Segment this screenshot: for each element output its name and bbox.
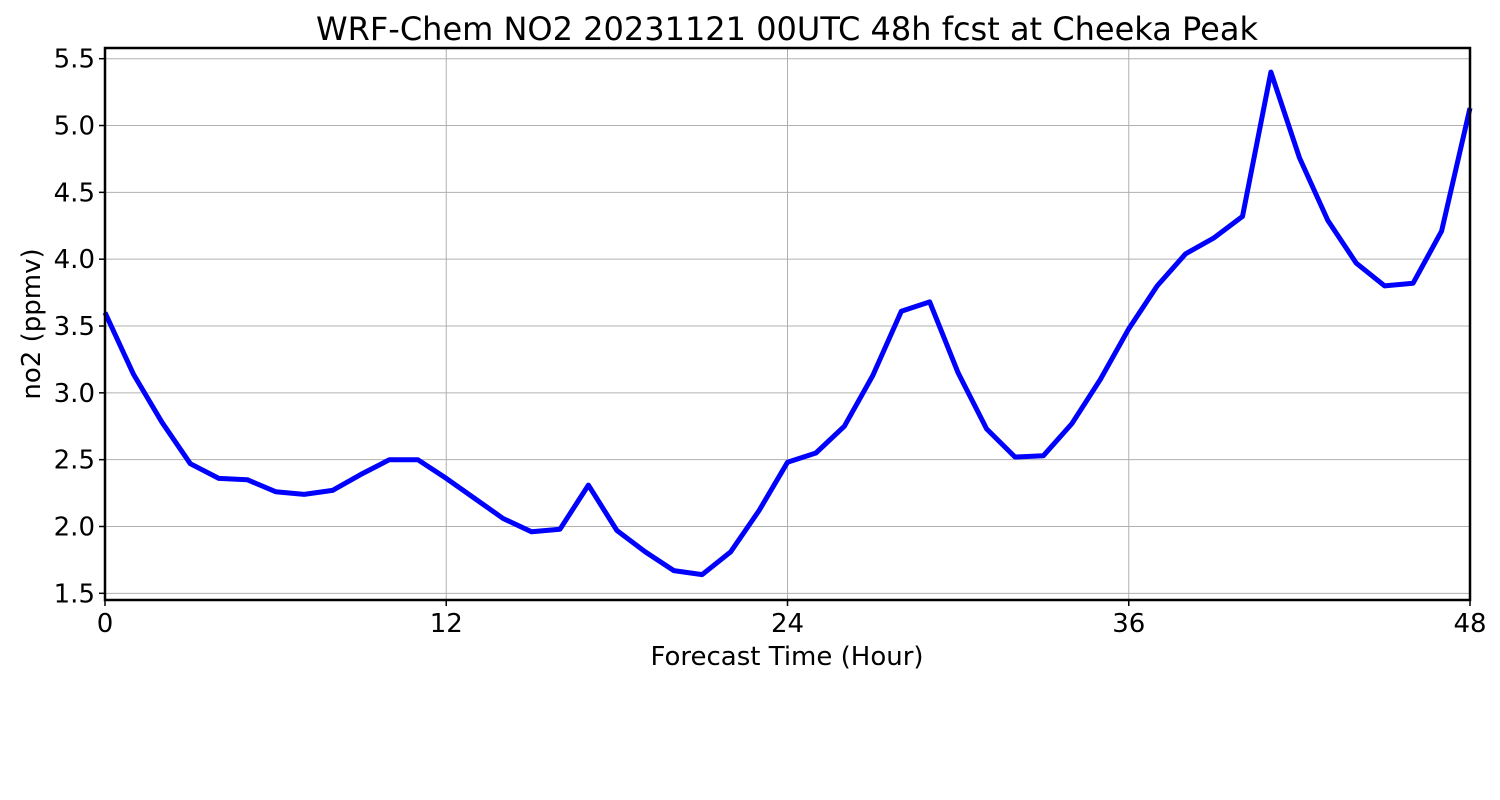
- y-tick-label: 5.5: [54, 45, 95, 75]
- no2-series-line: [102, 69, 1473, 578]
- y-tick-label: 1.5: [54, 579, 95, 609]
- x-tick-label: 48: [1453, 609, 1486, 639]
- y-tick-label: 4.0: [54, 245, 95, 275]
- x-tick-label: 24: [771, 609, 804, 639]
- x-axis-label: Forecast Time (Hour): [650, 642, 923, 672]
- x-tick-label: 12: [430, 609, 463, 639]
- series-layer: [102, 69, 1473, 578]
- y-tick-label: 2.5: [54, 446, 95, 476]
- y-tick-label: 5.0: [54, 112, 95, 142]
- y-tick-label: 3.5: [54, 312, 95, 342]
- y-axis-label: no2 (ppmv): [17, 248, 47, 399]
- chart-title: WRF-Chem NO2 20231121 00UTC 48h fcst at …: [316, 10, 1258, 48]
- y-tick-label: 3.0: [54, 379, 95, 409]
- y-tick-label: 2.0: [54, 512, 95, 542]
- x-tick-label: 0: [97, 609, 114, 639]
- y-tick-label: 4.5: [54, 178, 95, 208]
- grid-lines: [104, 48, 1471, 600]
- x-tick-label: 36: [1112, 609, 1145, 639]
- axis-ticks: 0 12 24 36 48 1.5 2.0 2.5 3.0 3.5 4.0 4.5 5.0 5.5: [54, 45, 1487, 639]
